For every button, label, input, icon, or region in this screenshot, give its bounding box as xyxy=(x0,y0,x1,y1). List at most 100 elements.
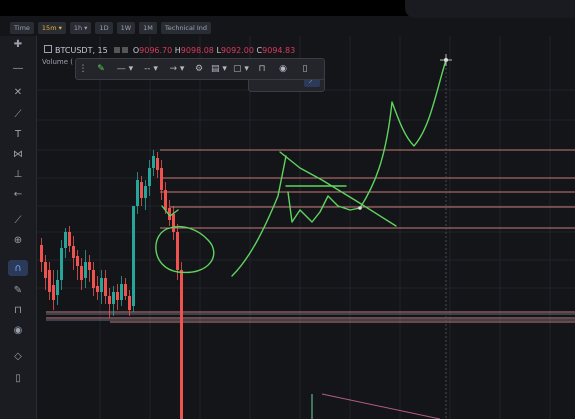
candle-body xyxy=(104,278,107,296)
line-end-icon[interactable]: → ▾ xyxy=(169,64,185,74)
candle-body xyxy=(96,286,99,292)
chart-grid xyxy=(37,36,575,419)
candle-body xyxy=(112,292,115,304)
pen-color-icon[interactable]: ✎ xyxy=(97,64,105,74)
magnet-icon[interactable]: ∩ xyxy=(8,260,28,276)
legend-settings-icon[interactable] xyxy=(122,47,129,53)
high-label: H xyxy=(174,46,181,55)
measure-icon[interactable]: ⊥ xyxy=(13,168,23,180)
zoom-icon[interactable]: ⊕ xyxy=(13,234,23,246)
drawing-handle xyxy=(358,206,362,210)
horizontal-levels xyxy=(46,149,575,323)
hand-drawings xyxy=(155,59,447,277)
tab-time[interactable]: Time xyxy=(10,22,34,34)
candle-body xyxy=(76,256,79,266)
lower-trend-line xyxy=(321,393,441,419)
lock-icon[interactable]: ⊓ xyxy=(14,304,22,316)
ellipse-drawing xyxy=(155,225,215,274)
candle-body xyxy=(176,232,179,270)
template-icon[interactable]: ▤ ▾ xyxy=(211,64,227,74)
pattern-icon[interactable]: ⋈ xyxy=(13,148,23,160)
text-icon[interactable]: T xyxy=(14,128,22,140)
low-label: L xyxy=(216,46,221,55)
candle-body xyxy=(72,246,75,258)
clone-icon[interactable]: ▢ ▾ xyxy=(233,64,249,74)
tab-1w[interactable]: 1W xyxy=(116,22,136,34)
timeframe-tabs: Time 15m ▾ 1h ▾ 1D 1W 1M Technical Ind xyxy=(10,22,211,36)
tab-technical-ind[interactable]: Technical Ind xyxy=(160,22,211,34)
drawing-toolbar: ⋮ ✎ — ▾ -- ▾ → ▾ ⚙ ▤ ▾ ▢ ▾ ⊓ ◉ ▯ xyxy=(75,58,325,80)
short-stroke-drawing xyxy=(161,205,179,217)
tab-1h[interactable]: 1h ▾ xyxy=(69,22,92,34)
close-value: 9094.83 xyxy=(262,46,296,55)
candle-body xyxy=(48,270,51,292)
candle-body xyxy=(172,214,175,232)
candle-body xyxy=(44,262,47,278)
candle-body xyxy=(64,232,67,248)
candle-body xyxy=(144,186,147,198)
crosshair-icon[interactable]: ✚ xyxy=(13,38,23,50)
open-value: 9096.70 xyxy=(139,46,173,55)
candle-body xyxy=(124,284,127,296)
candle-body xyxy=(52,285,55,300)
open-label: O xyxy=(132,46,140,55)
symbol-icon xyxy=(44,45,52,53)
trend-line-icon[interactable]: ⟋ xyxy=(14,108,22,120)
wave-drawing xyxy=(287,191,361,223)
right-diagonal-drawing xyxy=(231,155,287,277)
visibility-icon[interactable]: ◉ xyxy=(279,64,287,74)
high-value: 9098.08 xyxy=(180,46,214,55)
candle-body xyxy=(156,158,159,170)
close-label: C xyxy=(256,46,263,55)
candle-body xyxy=(40,245,43,262)
candle-body xyxy=(152,156,155,168)
eye-icon[interactable]: ◉ xyxy=(13,324,23,336)
candle-body xyxy=(100,278,103,292)
volume-label: Volume ( xyxy=(42,58,73,66)
tab-15m[interactable]: 15m ▾ xyxy=(37,22,66,34)
layers-icon[interactable]: ◇ xyxy=(14,350,22,362)
candle-body xyxy=(148,168,151,186)
low-value: 9092.00 xyxy=(220,46,254,55)
candle-body xyxy=(128,296,131,310)
candle-body xyxy=(116,292,119,300)
candle-body xyxy=(160,168,163,190)
candle-body xyxy=(80,266,83,280)
legend-toggle-icon[interactable] xyxy=(114,47,121,53)
pencil-lock-icon[interactable]: ✎ xyxy=(13,284,23,296)
fibonacci-icon[interactable]: ✕ xyxy=(13,86,23,98)
candle-body xyxy=(88,262,91,270)
top-bar-notch xyxy=(405,0,575,18)
candle-body xyxy=(168,208,171,220)
candle-body xyxy=(180,270,183,419)
candle-body xyxy=(84,262,87,278)
candle-body xyxy=(68,232,71,246)
trash-icon[interactable]: ▯ xyxy=(15,372,21,384)
ruler-icon[interactable]: ⟋ xyxy=(14,214,22,226)
line-width-icon[interactable]: — ▾ xyxy=(116,64,134,74)
candle-body xyxy=(108,296,111,304)
candle-body xyxy=(56,280,59,295)
delete-icon[interactable]: ▯ xyxy=(302,64,308,74)
candle-body xyxy=(136,180,139,206)
line-style-icon[interactable]: -- ▾ xyxy=(144,64,158,74)
candle-body xyxy=(92,270,95,288)
tab-1d[interactable]: 1D xyxy=(95,22,113,34)
candle-body xyxy=(120,284,123,300)
horizontal-line-icon[interactable]: ― xyxy=(13,62,23,74)
drag-handle-icon[interactable]: ⋮ xyxy=(78,64,88,74)
candle-body xyxy=(60,248,63,280)
tab-1m[interactable]: 1M xyxy=(139,22,157,34)
settings-icon[interactable]: ⚙ xyxy=(194,64,204,74)
arrow-left-icon[interactable]: ← xyxy=(13,188,23,200)
candle-body xyxy=(132,206,135,306)
triangle-top-drawing xyxy=(279,151,397,227)
candles xyxy=(40,150,183,419)
candle-body xyxy=(164,190,167,210)
symbol-name: BTCUSDT, 15 xyxy=(55,46,108,55)
lock-icon[interactable]: ⊓ xyxy=(258,64,266,74)
symbol-legend: BTCUSDT, 15 O9096.70 H9098.08 L9092.00 C… xyxy=(44,45,295,55)
up-wave-drawing xyxy=(359,59,447,209)
